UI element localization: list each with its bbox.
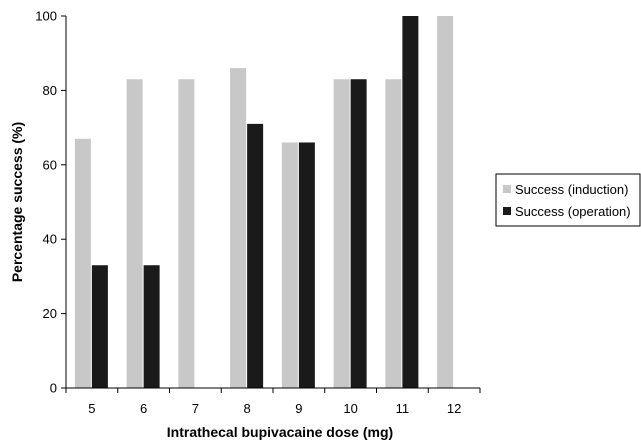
bar-induction: [230, 68, 247, 388]
legend-label-induction: Success (induction): [515, 182, 628, 197]
legend: Success (induction) Success (operation): [495, 173, 641, 227]
x-ticks: 5 6 7 8 9 10 11 12: [65, 388, 481, 416]
x-tick-label: 5: [88, 401, 95, 416]
y-tick-label: 40: [43, 232, 57, 247]
bar-operation: [402, 16, 419, 388]
x-tick-label: 7: [192, 401, 199, 416]
bar-operation: [350, 79, 367, 389]
y-tick-label: 100: [35, 9, 57, 24]
bar-induction: [126, 79, 143, 389]
bar-induction: [178, 79, 195, 389]
bar-operation: [143, 265, 160, 388]
bar-induction: [385, 79, 402, 389]
y-tick-label: 80: [43, 83, 57, 98]
bar-operation: [247, 123, 264, 388]
bar-induction: [437, 16, 454, 388]
y-axis-title: Percentage success (%): [9, 122, 25, 282]
bar-induction: [281, 142, 298, 388]
x-tick-label: 6: [140, 401, 147, 416]
x-tick-label: 8: [244, 401, 251, 416]
bars: [74, 16, 454, 389]
x-tick-label: 12: [447, 401, 461, 416]
y-tick-label: 20: [43, 306, 57, 321]
legend-swatch-operation: [503, 207, 511, 215]
x-tick-label: 9: [295, 401, 302, 416]
x-tick-label: 11: [396, 401, 410, 416]
x-axis-title: Intrathecal bupivacaine dose (mg): [167, 424, 393, 440]
legend-swatch-induction: [503, 185, 511, 193]
legend-label-operation: Success (operation): [515, 204, 631, 219]
bar-induction: [333, 79, 350, 389]
bar-operation: [298, 142, 315, 388]
bar-operation: [91, 265, 108, 388]
x-tick-label: 10: [343, 401, 357, 416]
y-tick-label: 0: [50, 381, 57, 396]
y-ticks: 0 20 40 60 80 100: [35, 9, 66, 396]
legend-box: [495, 173, 641, 227]
bar-induction: [74, 138, 91, 388]
y-tick-label: 60: [43, 157, 57, 172]
